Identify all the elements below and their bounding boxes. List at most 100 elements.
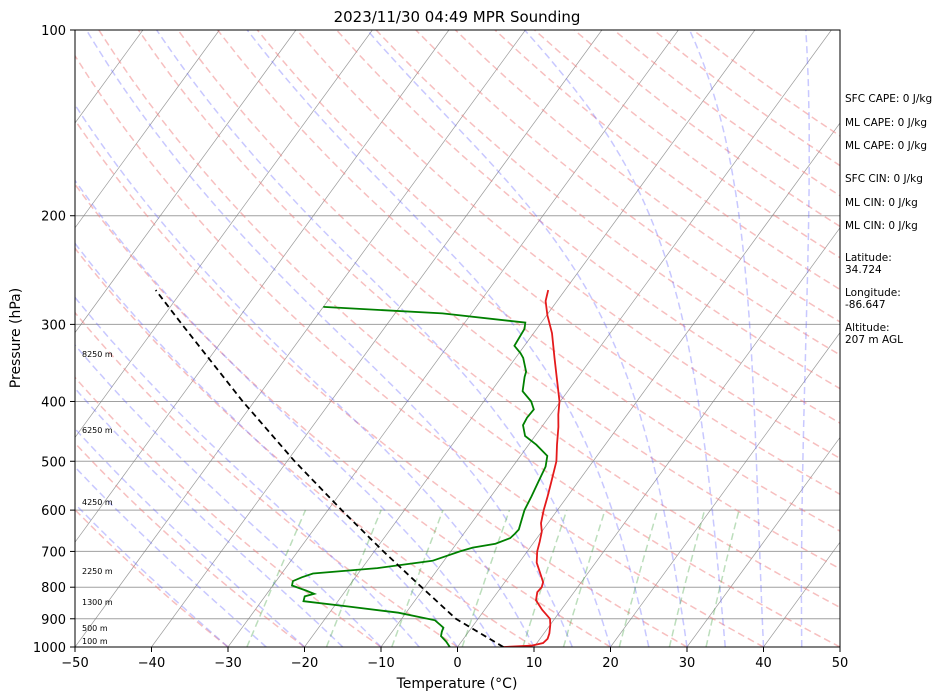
series-layer — [154, 289, 561, 647]
height-label: 4250 m — [82, 498, 113, 507]
isotherm-line — [686, 436, 840, 647]
side-annotation: 207 m AGL — [845, 334, 903, 346]
mixing-ratio-line — [522, 509, 568, 647]
dry-adiabat-line — [98, 30, 840, 647]
x-tick-label: 40 — [755, 656, 772, 671]
dry-adiabat-line — [375, 30, 840, 390]
dry-adiabat-line — [494, 30, 840, 291]
moist-adiabat-line — [75, 427, 305, 647]
dry-adiabat-line — [75, 508, 229, 647]
series-line-1 — [290, 306, 549, 647]
mixing-ratio-line — [391, 509, 444, 647]
moist-adiabat-line — [75, 465, 267, 647]
height-label: 8250 m — [82, 350, 113, 359]
side-annotation: 34.724 — [845, 264, 882, 276]
dry-adiabat-line — [454, 30, 840, 323]
isotherm-line — [457, 122, 840, 647]
isotherm-line — [533, 227, 840, 647]
moist-adiabat-line — [366, 30, 688, 647]
moist-adiabat-line — [75, 103, 535, 647]
height-labels: 100 m 500 m 1300 m 2250 m 4250 m 6250 m 8250 m — [82, 350, 113, 646]
isotherm-line — [380, 30, 832, 647]
dry-adiabat-line — [256, 30, 840, 496]
x-tick-label: −10 — [367, 656, 394, 671]
isotherm-line — [227, 30, 679, 647]
isotherm-line — [75, 30, 220, 229]
x-tick-label: −30 — [214, 656, 241, 671]
moist-adiabat-line — [688, 30, 765, 647]
moist-adiabat-line — [524, 30, 727, 647]
height-label: 6250 m — [82, 426, 113, 435]
height-label: 1300 m — [82, 598, 113, 607]
dry-adiabat-line — [137, 30, 840, 609]
side-annotation: SFC CIN: 0 J/kg — [845, 173, 923, 185]
mixing-ratio-line — [461, 509, 511, 647]
dry-adiabat-line — [335, 30, 840, 424]
x-tick-label: −50 — [61, 656, 88, 671]
y-axis-label: Pressure (hPa) — [8, 288, 24, 388]
moist-adiabat-line — [75, 343, 382, 647]
side-annotations: SFC CAPE: 0 J/kg ML CAPE: 0 J/kg ML CAPE: … — [845, 93, 932, 346]
side-annotation: ML CIN: 0 J/kg — [845, 220, 918, 232]
y-tick-label: 700 — [41, 545, 66, 560]
y-tick-label: 900 — [41, 613, 66, 628]
y-tick-label: 300 — [41, 318, 66, 333]
moist-adiabat-line — [75, 387, 344, 647]
moist-adiabat-line — [75, 242, 459, 647]
isotherm-line — [763, 541, 840, 647]
side-annotation: Altitude: — [845, 322, 890, 334]
isotherm-line — [75, 30, 450, 543]
moist-adiabat-line — [85, 30, 573, 647]
height-label: 500 m — [82, 624, 108, 633]
x-tick-label: −20 — [291, 656, 318, 671]
mixing-ratio-line — [618, 509, 659, 647]
series-line-0 — [503, 289, 561, 647]
x-tick-label: 20 — [602, 656, 619, 671]
moist-adiabat-line — [155, 30, 612, 647]
y-tick-label: 800 — [41, 581, 66, 596]
dry-adiabat-line — [75, 376, 382, 647]
mixing-ratio-line — [705, 509, 740, 647]
dry-adiabat-line — [217, 30, 840, 532]
isotherm-line — [75, 30, 526, 647]
side-annotation: ML CAPE: 0 J/kg — [845, 140, 927, 152]
dry-adiabat-line — [75, 247, 535, 647]
side-annotation: Latitude: — [845, 252, 892, 264]
y-tick-label: 100 — [41, 24, 66, 39]
x-tick-label: −40 — [138, 656, 165, 671]
dry-adiabat-line — [177, 30, 840, 570]
y-tick-label: 400 — [41, 395, 66, 410]
side-annotation: ML CAPE: 0 J/kg — [845, 117, 927, 129]
dry-adiabat-line — [75, 311, 458, 647]
chart-title: 2023/11/30 04:49 MPR Sounding — [334, 8, 581, 26]
x-tick-label: 10 — [526, 656, 543, 671]
side-annotation: -86.647 — [845, 299, 886, 311]
dry-adiabat-line — [75, 183, 611, 647]
side-annotation: ML CIN: 0 J/kg — [845, 197, 918, 209]
series-line-2 — [154, 289, 504, 647]
dry-adiabat-line — [415, 30, 840, 356]
moist-adiabat-line — [246, 30, 650, 647]
isotherm-line — [610, 332, 840, 647]
y-tick-label: 1000 — [33, 641, 66, 656]
moist-adiabat-line — [75, 502, 229, 647]
y-tick-label: 500 — [41, 455, 66, 470]
x-tick-label: 30 — [679, 656, 696, 671]
y-tick-label: 200 — [41, 210, 66, 225]
y-tick-label: 600 — [41, 504, 66, 519]
dry-adiabat-line — [296, 30, 840, 460]
axes-layer: −50 −40 −30 −20 −10 0 10 20 30 40 50 1000 900 800 700 6… — [33, 24, 848, 671]
x-tick-label: 50 — [832, 656, 849, 671]
side-annotation: Longitude: — [845, 287, 901, 299]
isotherm-line — [304, 30, 756, 647]
dry-adiabat-line — [75, 442, 305, 647]
moist-adiabat-line — [75, 296, 420, 647]
moist-adiabat-line — [75, 179, 497, 647]
dry-adiabat-line — [75, 54, 764, 647]
background-lines — [75, 30, 840, 647]
x-axis-label: Temperature (°C) — [396, 676, 518, 692]
isotherm-line — [75, 30, 297, 334]
side-annotation: SFC CAPE: 0 J/kg — [845, 93, 932, 105]
height-label: 2250 m — [82, 567, 113, 576]
